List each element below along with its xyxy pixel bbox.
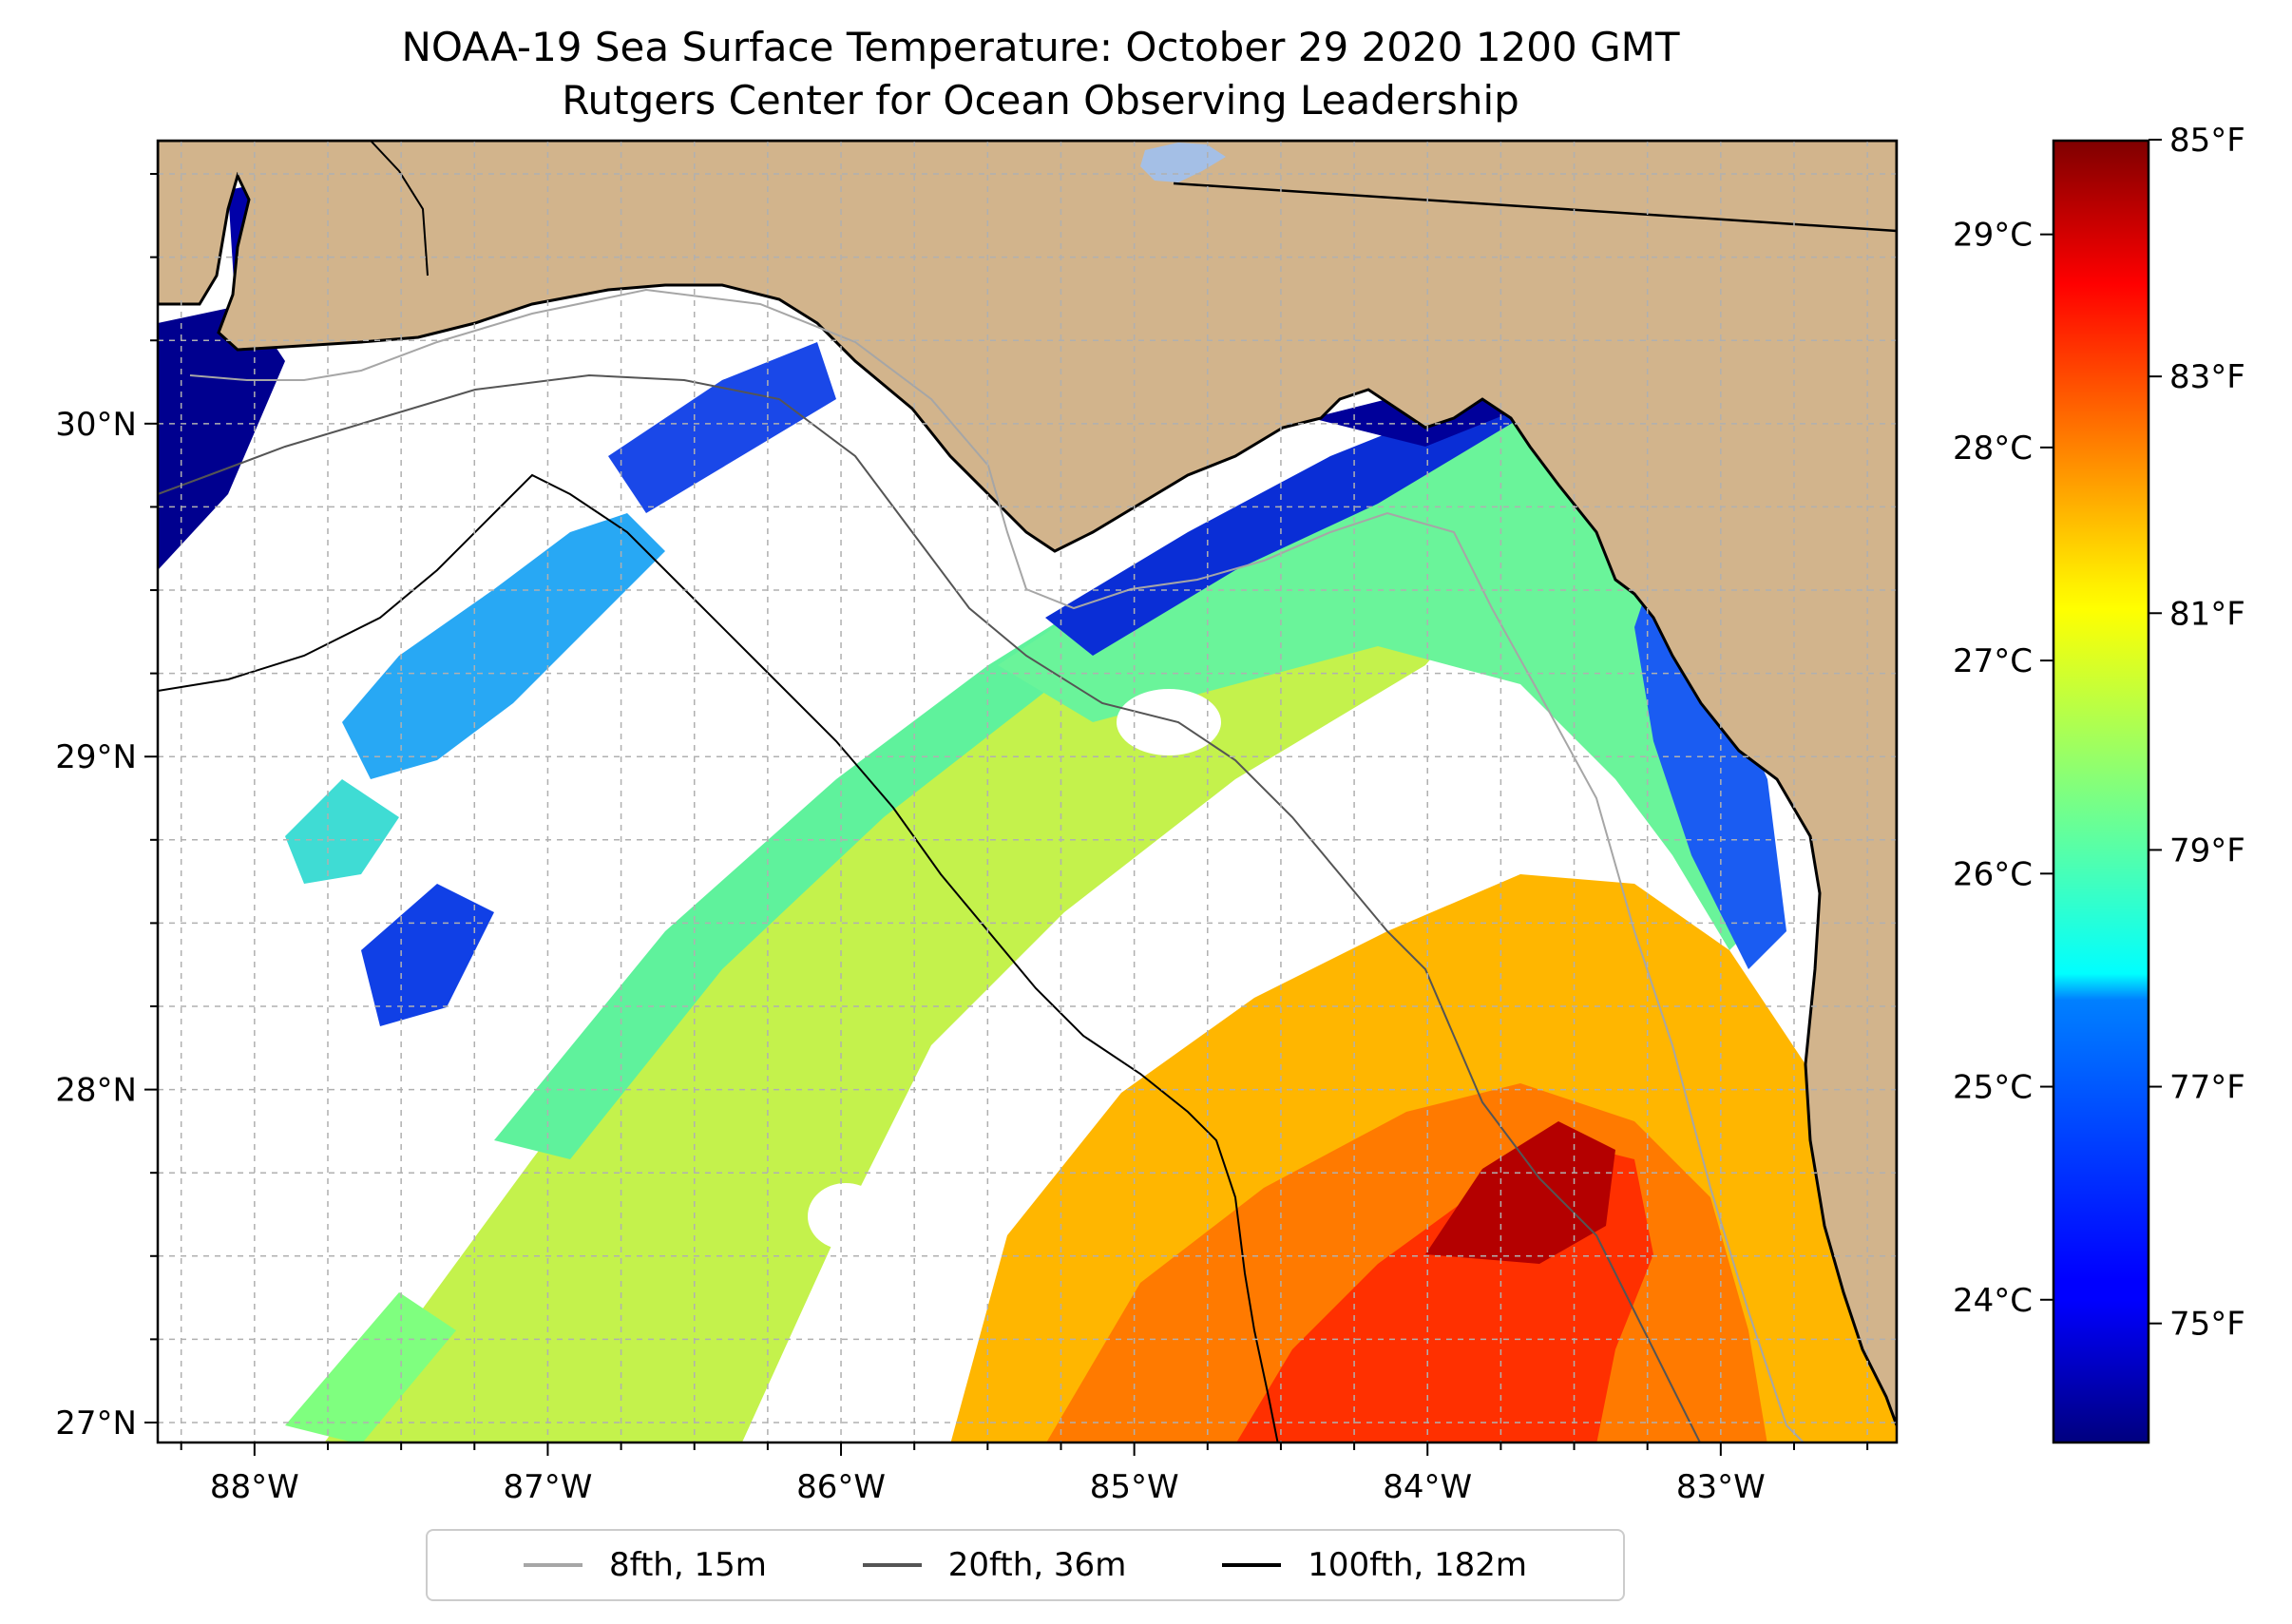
lon-tick-label: 86°W [796, 1468, 886, 1506]
state-boundary-west [370, 141, 429, 277]
latitude-axis: 27°N 28°N 29°N 30°N [55, 173, 158, 1442]
lon-tick-label: 88°W [210, 1468, 299, 1506]
celsius-tick-label: 29°C [1953, 217, 2033, 255]
land-mass [158, 141, 1897, 1426]
lat-tick-label: 30°N [55, 406, 137, 444]
isobath-182m [158, 473, 1279, 1442]
legend-label-8fth: 8fth, 15m [608, 1546, 767, 1584]
gridlines [158, 141, 1897, 1442]
lon-tick-label: 84°W [1383, 1468, 1472, 1506]
cloud-gap [1117, 689, 1221, 755]
celsius-tick-label: 26°C [1953, 855, 2033, 893]
lat-tick-label: 27°N [55, 1404, 137, 1442]
legend-swatch-20fth [862, 1563, 922, 1567]
celsius-tick-label: 25°C [1953, 1069, 2033, 1107]
legend-swatch-100fth [1222, 1563, 1282, 1567]
sst-band-warm-transition [324, 504, 1539, 1442]
fahrenheit-tick-label: 77°F [2169, 1069, 2245, 1107]
celsius-tick-label: 28°C [1953, 430, 2033, 468]
sst-west-patch-1 [342, 513, 665, 779]
lon-tick-label: 87°W [503, 1468, 592, 1506]
sst-eastern-cold [1634, 570, 1786, 969]
isobath-36m [158, 373, 1702, 1442]
legend-label-100fth: 100fth, 182m [1308, 1546, 1528, 1584]
fahrenheit-tick-label: 75°F [2169, 1306, 2245, 1344]
fahrenheit-tick-label: 85°F [2169, 122, 2245, 160]
sst-band-cool [494, 570, 1140, 1159]
map-subtitle: Rutgers Center for Ocean Observing Leade… [562, 77, 1519, 124]
lon-tick-label: 83°W [1676, 1468, 1766, 1506]
legend-item-8fth: 8fth, 15m [523, 1546, 767, 1584]
lake [1140, 143, 1226, 182]
fahrenheit-tick-label: 79°F [2169, 831, 2245, 869]
lat-tick-label: 29°N [55, 738, 137, 776]
cloud-gap [808, 1183, 884, 1250]
colorbar-axis: 24°C 25°C 26°C 27°C 28°C 29°C 75°F 77°F 79°F 81°F… [1953, 122, 2245, 1344]
legend-swatch-8fth [523, 1563, 583, 1567]
celsius-tick-label: 27°C [1953, 642, 2033, 680]
fahrenheit-tick-label: 81°F [2169, 595, 2245, 633]
map-frame [156, 139, 1899, 1444]
sst-west-patch-3 [285, 779, 399, 884]
sst-patch [285, 1292, 456, 1442]
celsius-tick-label: 24°C [1953, 1282, 2033, 1320]
legend-label-20fth: 20fth, 36m [947, 1546, 1127, 1584]
sst-hottest [1425, 1121, 1615, 1264]
sst-nearshore-cold [1045, 399, 1520, 656]
sst-west-patch-2 [361, 884, 494, 1026]
lat-tick-label: 28°N [55, 1072, 137, 1110]
colorbar [2052, 139, 2150, 1444]
legend-item-100fth: 100fth, 182m [1222, 1546, 1527, 1584]
sst-west-patch-4 [608, 342, 836, 513]
map-title: NOAA-19 Sea Surface Temperature: October… [401, 24, 1680, 70]
cloud-gap [1226, 831, 1359, 917]
sst-shelf-cool [998, 399, 1767, 950]
isobath-legend: 8fth, 15m 20fth, 36m 100fth, 182m [426, 1529, 1625, 1601]
map-content [158, 141, 1897, 1442]
cloud-gap [898, 1169, 965, 1226]
state-boundary [1173, 182, 1897, 233]
sst-field [158, 181, 1897, 1442]
lon-tick-label: 85°W [1090, 1468, 1179, 1506]
fahrenheit-tick-label: 83°F [2169, 358, 2245, 396]
legend-item-20fth: 20fth, 36m [862, 1546, 1127, 1584]
cloud-gap [1079, 993, 1164, 1060]
isobath-15m [189, 288, 1805, 1442]
longitude-axis: 88°W 87°W 86°W 85°W 84°W 83°W [180, 1442, 1869, 1506]
sst-west-patch-5 [158, 304, 285, 570]
